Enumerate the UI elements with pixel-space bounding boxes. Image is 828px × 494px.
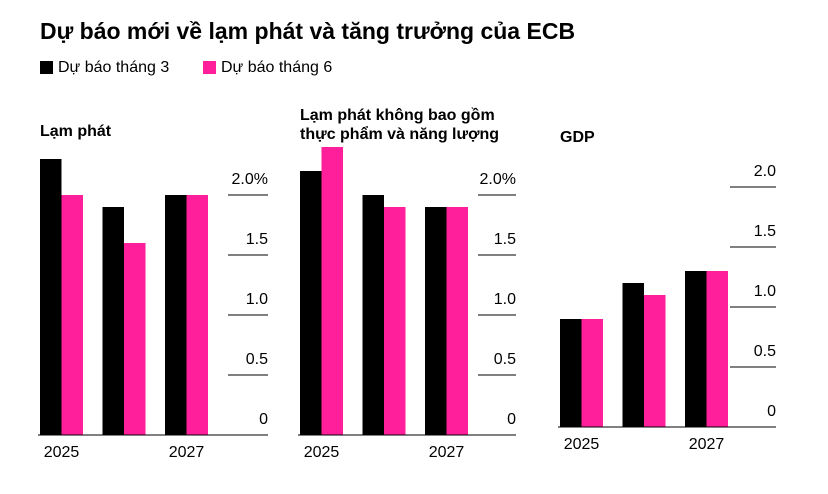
bar: [384, 207, 406, 435]
bar: [446, 207, 468, 435]
y-tick-label: 2.0: [754, 163, 776, 180]
bar: [622, 283, 644, 427]
y-tick-label: 0: [507, 411, 516, 428]
x-tick-label: 2027: [169, 444, 205, 461]
bar: [186, 195, 208, 435]
y-tick-label: 2.0%: [232, 171, 268, 188]
y-tick-label: 1.0: [246, 291, 268, 308]
bar: [706, 271, 728, 427]
y-tick-label: 0: [767, 403, 776, 420]
x-tick-label: 2025: [564, 436, 600, 453]
x-tick-label: 2025: [304, 444, 340, 461]
bar: [102, 207, 124, 435]
y-tick-label: 1.5: [494, 231, 516, 248]
main-title: Dự báo mới về lạm phát và tăng trưởng củ…: [40, 18, 575, 44]
bar: [165, 195, 187, 435]
y-tick-label: 1.5: [754, 223, 776, 240]
chart-title: Lạm phát không bao gồm thực phẩm và năng…: [300, 107, 500, 143]
bar: [362, 195, 384, 435]
bar: [40, 159, 62, 435]
x-tick-label: 2027: [429, 444, 465, 461]
x-tick-label: 2027: [689, 436, 725, 453]
y-tick-label: 1.5: [246, 231, 268, 248]
bar: [581, 319, 603, 427]
y-tick-label: 1.0: [754, 283, 776, 300]
bar: [300, 171, 322, 435]
bar: [321, 147, 343, 435]
y-tick-label: 0.5: [494, 351, 516, 368]
y-tick-label: 0: [259, 411, 268, 428]
bar: [124, 243, 146, 435]
y-tick-label: 0.5: [754, 343, 776, 360]
legend-label: Dự báo tháng 3: [58, 59, 169, 76]
bar: [425, 207, 447, 435]
y-tick-label: 2.0%: [480, 171, 516, 188]
bar: [560, 319, 582, 427]
chart-title: GDP: [560, 129, 595, 146]
legend-swatch: [203, 61, 216, 74]
bar: [685, 271, 707, 427]
bar: [61, 195, 83, 435]
chart-title: Lạm phát: [40, 123, 112, 140]
y-tick-label: 1.0: [494, 291, 516, 308]
bar: [644, 295, 666, 427]
legend-swatch: [40, 61, 53, 74]
y-tick-label: 0.5: [246, 351, 268, 368]
x-tick-label: 2025: [44, 444, 80, 461]
legend-label: Dự báo tháng 6: [221, 59, 332, 76]
